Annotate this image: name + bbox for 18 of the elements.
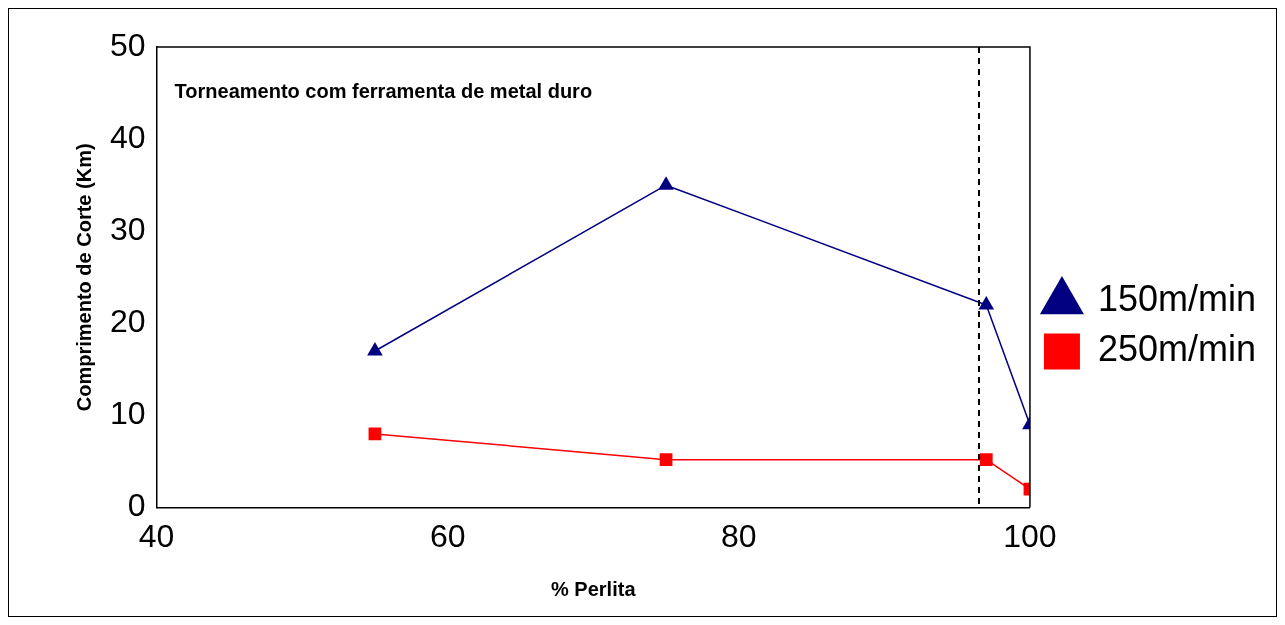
point [658,176,674,190]
point [978,295,995,310]
y-axis-title: Comprimento de Corte (Km) [72,143,95,412]
x-tick-label: 80 [721,517,757,554]
x-tick-label: 100 [1003,517,1057,554]
y-tick-label: 10 [110,395,146,432]
point [367,342,383,356]
x-tick-label: 60 [429,517,466,554]
y-tick-label: 30 [110,211,146,248]
legend-label: 150m/min [1097,278,1256,320]
y-tick-label: 20 [110,303,146,340]
point [659,453,673,467]
y-tick-label: 40 [110,118,146,155]
x-axis-title: % Perlita [551,577,637,600]
annotation: Torneamento com ferramenta de metal duro [174,79,593,102]
legend-label: 250m/min [1097,328,1256,370]
y-tick-label: 50 [110,26,146,63]
point [979,453,993,467]
